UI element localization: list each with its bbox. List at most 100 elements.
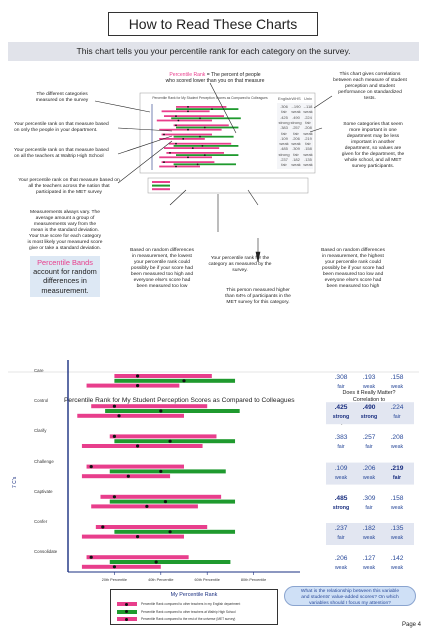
mini-bar <box>173 145 239 147</box>
correlation-value: .142 <box>390 555 404 563</box>
mini-point <box>211 108 213 110</box>
note-line: The different categories <box>36 92 88 97</box>
main-chart-axis <box>67 360 300 573</box>
percentile-band <box>105 409 240 413</box>
mini-bar <box>176 126 239 129</box>
mini-cell: .383 <box>280 125 288 131</box>
percentile-point <box>163 500 168 504</box>
correlation-grade: fair <box>393 414 401 421</box>
mini-cell: .182 <box>292 157 300 162</box>
correlation-value: .219 <box>390 464 404 472</box>
mini-point <box>163 133 165 136</box>
mini-bar <box>161 161 215 163</box>
mini-cell: .237 <box>280 157 288 162</box>
page-title: How to Read These Charts <box>108 12 318 36</box>
note-line: variables should I focus my attention? <box>309 600 391 606</box>
mini-cell: .208 <box>304 125 312 131</box>
percentile-band <box>86 555 189 560</box>
correlation-grade: weak <box>390 504 404 511</box>
note-line: This chart gives correlations <box>339 72 401 77</box>
note-line: everyone else's score had <box>324 278 382 283</box>
note-line: survey participants. <box>351 164 395 169</box>
percentile-band <box>114 529 236 534</box>
mini-cell: .490 <box>292 114 300 120</box>
note-line: than 64% of participants in the <box>225 294 291 299</box>
percentile-point <box>154 560 158 564</box>
note-line: more important in one <box>349 128 397 133</box>
mini-bar <box>161 110 210 113</box>
correlation-value: .308 <box>334 374 348 381</box>
mini-bar <box>173 163 236 166</box>
category-label: Care <box>34 368 44 373</box>
mini-bar <box>156 119 212 122</box>
legend-point <box>125 610 128 613</box>
mini-cell: strong <box>278 119 290 125</box>
page-number: Page 4 <box>402 622 422 628</box>
higher-than-note: This person measured higher than 64% of p… <box>210 288 306 306</box>
percentile-point <box>136 384 140 388</box>
mini-legend-swatch <box>152 184 170 187</box>
main-chart-bars <box>77 374 240 569</box>
mini-cell: fair <box>305 119 311 125</box>
correlation-grade: strong <box>332 504 350 511</box>
percentile-band <box>109 560 231 564</box>
note-line: possibly be if your score had <box>322 266 384 271</box>
correlation-value: .193 <box>362 374 376 381</box>
mini-point <box>191 147 194 150</box>
correlation-grade: fair <box>392 474 402 481</box>
mini-cell: .425 <box>280 114 288 120</box>
mini-point <box>175 115 177 117</box>
mini-bar <box>161 133 212 136</box>
correlation-value: .237 <box>334 525 348 532</box>
department-note: Your percentile rank on that measure bas… <box>14 122 134 134</box>
mini-point <box>199 135 201 138</box>
correlation-grade: fair <box>365 504 373 511</box>
percentile-point <box>89 465 93 469</box>
note-line: your percentile rank could <box>324 260 381 265</box>
percentile-point <box>136 374 140 378</box>
note-line: perception and student <box>345 84 395 89</box>
percentile-point <box>112 495 116 499</box>
mini-bar <box>159 138 205 140</box>
mini-cell: weak <box>291 109 301 115</box>
mini-cell: weak <box>303 162 313 168</box>
note-line: measurements vary from the <box>33 222 97 227</box>
mini-point <box>187 106 189 108</box>
note-line: been measured too low <box>136 284 188 289</box>
mini-cell: .158 <box>304 146 312 152</box>
correlation-value: .425 <box>334 404 348 412</box>
note-line: Some categories that seem <box>343 122 403 127</box>
row-shade <box>326 402 414 425</box>
correlation-value: .206 <box>362 464 376 472</box>
note-line: on all the teachers at Waltrip High Scho… <box>14 154 104 159</box>
mini-point <box>203 126 206 129</box>
note-line: been measured too high <box>326 284 380 289</box>
percentile-point <box>159 469 163 473</box>
correlation-grade: weak <box>362 384 376 390</box>
note-line: important in another <box>351 140 395 145</box>
percentile-band <box>91 504 198 509</box>
correlation-value: .127 <box>362 555 376 563</box>
correlation-grade: strong <box>360 414 378 421</box>
percentile-point <box>126 474 130 478</box>
note-line: in measurement, the highest <box>322 254 384 259</box>
mini-bar <box>173 135 234 138</box>
correlations-note: This chart gives correlations between eac… <box>320 72 420 102</box>
mini-bar <box>168 142 232 145</box>
note-line: This person measured higher <box>226 288 290 293</box>
mini-cell: .219 <box>304 135 312 141</box>
note-line: mean is the standard deviation. <box>31 228 99 233</box>
x-tick-label: 20th Percentile <box>101 578 128 582</box>
mini-cell: fair <box>281 162 287 168</box>
x-tick-label: 80th Percentile <box>240 578 267 582</box>
percentile-point <box>112 434 116 438</box>
percentile-point <box>168 439 172 443</box>
mini-cell: strong <box>278 151 290 157</box>
note-line: category as measured by the <box>208 262 272 267</box>
mini-bar <box>173 124 229 127</box>
mini-point <box>175 142 177 145</box>
note-line: measured on the survey <box>35 98 89 103</box>
note-line: Your percentile rank for the <box>210 256 270 261</box>
note-line: everyone else's score had <box>133 278 191 283</box>
